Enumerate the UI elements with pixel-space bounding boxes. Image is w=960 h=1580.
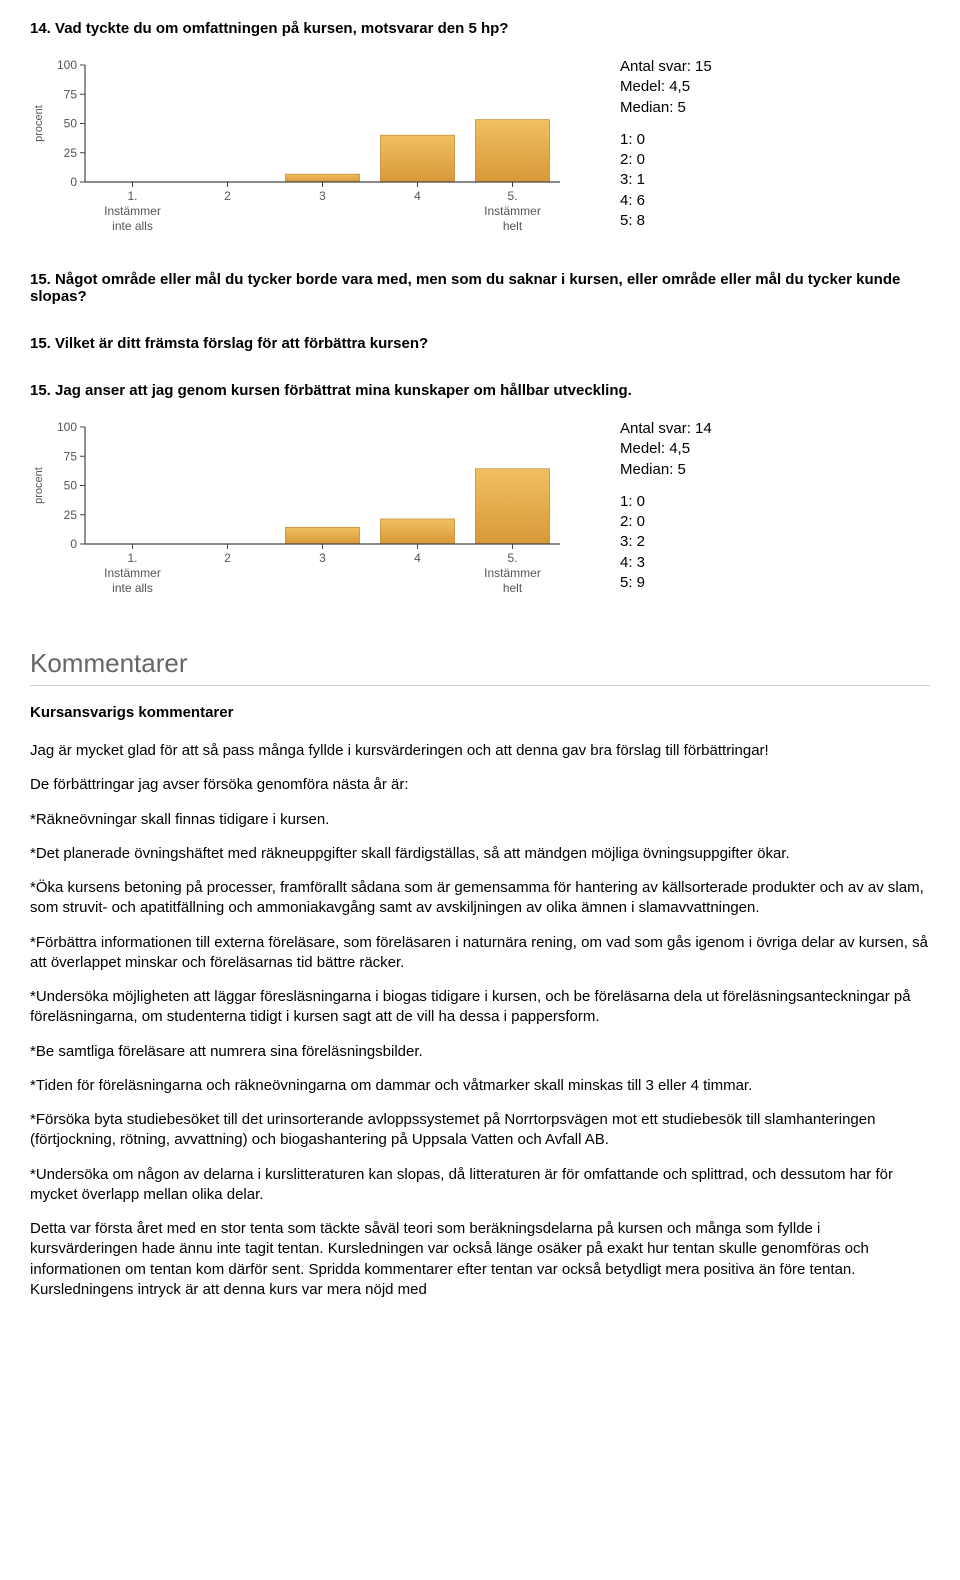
svg-text:0: 0 bbox=[70, 537, 77, 551]
dist-line: 1: 0 bbox=[620, 130, 712, 150]
chart-bar bbox=[380, 519, 454, 544]
svg-text:25: 25 bbox=[64, 146, 78, 160]
comment-paragraph: *Förbättra informationen till externa fö… bbox=[30, 933, 930, 974]
comment-paragraph: Jag är mycket glad för att så pass många… bbox=[30, 741, 930, 761]
comment-paragraph: *Öka kursens betoning på processer, fram… bbox=[30, 878, 930, 919]
svg-text:Instämmer: Instämmer bbox=[484, 204, 541, 218]
svg-text:procent: procent bbox=[33, 467, 45, 504]
svg-text:50: 50 bbox=[64, 479, 78, 493]
dist-line: 5: 8 bbox=[620, 211, 712, 231]
q14-median: Median: 5 bbox=[620, 98, 712, 118]
svg-text:100: 100 bbox=[57, 58, 77, 72]
comment-paragraph: *Undersöka möjligheten att läggar föresl… bbox=[30, 987, 930, 1028]
q15c-title: 15. Jag anser att jag genom kursen förbä… bbox=[30, 382, 930, 399]
chart-bar bbox=[475, 120, 549, 182]
q14-chart: procent02550751001.Instämmerinte alls234… bbox=[30, 57, 570, 241]
question-15a-block: 15. Något område eller mål du tycker bor… bbox=[30, 271, 930, 305]
dist-line: 4: 3 bbox=[620, 553, 712, 573]
comment-paragraph: *Det planerade övningshäftet med räkneup… bbox=[30, 844, 930, 864]
svg-text:inte alls: inte alls bbox=[112, 581, 153, 595]
svg-text:5.: 5. bbox=[507, 189, 517, 203]
chart-bar bbox=[475, 469, 549, 544]
comment-paragraph: *Räkneövningar skall finnas tidigare i k… bbox=[30, 810, 930, 830]
svg-text:procent: procent bbox=[33, 105, 45, 142]
question-14-block: 14. Vad tyckte du om omfattningen på kur… bbox=[30, 20, 930, 241]
q14-medel: Medel: 4,5 bbox=[620, 77, 712, 97]
dist-line: 3: 2 bbox=[620, 532, 712, 552]
q15a-title: 15. Något område eller mål du tycker bor… bbox=[30, 271, 930, 305]
comment-paragraph: *Be samtliga föreläsare att numrera sina… bbox=[30, 1042, 930, 1062]
svg-text:inte alls: inte alls bbox=[112, 219, 153, 233]
svg-text:50: 50 bbox=[64, 117, 78, 131]
svg-text:3: 3 bbox=[319, 189, 326, 203]
question-15b-block: 15. Vilket är ditt främsta förslag för a… bbox=[30, 335, 930, 352]
svg-text:2: 2 bbox=[224, 551, 231, 565]
q14-antal: Antal svar: 15 bbox=[620, 57, 712, 77]
comments-subheading: Kursansvarigs kommentarer bbox=[30, 704, 930, 721]
q15c-median: Median: 5 bbox=[620, 460, 712, 480]
question-15c-block: 15. Jag anser att jag genom kursen förbä… bbox=[30, 382, 930, 603]
q15c-antal: Antal svar: 14 bbox=[620, 419, 712, 439]
comment-paragraph: De förbättringar jag avser försöka genom… bbox=[30, 775, 930, 795]
q15c-chart: procent02550751001.Instämmerinte alls234… bbox=[30, 419, 570, 603]
comments-body: Jag är mycket glad för att så pass många… bbox=[30, 741, 930, 1300]
svg-text:Instämmer: Instämmer bbox=[104, 204, 161, 218]
svg-text:5.: 5. bbox=[507, 551, 517, 565]
q14-chart-row: procent02550751001.Instämmerinte alls234… bbox=[30, 57, 930, 241]
q15c-stats: Antal svar: 14 Medel: 4,5 Median: 5 1: 0… bbox=[620, 419, 712, 593]
q15c-dist: 1: 02: 03: 24: 35: 9 bbox=[620, 492, 712, 593]
q15b-title: 15. Vilket är ditt främsta förslag för a… bbox=[30, 335, 930, 352]
svg-text:25: 25 bbox=[64, 508, 78, 522]
bar-chart-svg: procent02550751001.Instämmerinte alls234… bbox=[30, 419, 570, 599]
svg-text:helt: helt bbox=[503, 219, 523, 233]
svg-text:75: 75 bbox=[64, 87, 78, 101]
comment-paragraph: *Undersöka om någon av delarna i kurslit… bbox=[30, 1165, 930, 1206]
svg-text:1.: 1. bbox=[127, 189, 137, 203]
svg-text:helt: helt bbox=[503, 581, 523, 595]
svg-text:3: 3 bbox=[319, 551, 326, 565]
svg-text:Instämmer: Instämmer bbox=[104, 566, 161, 580]
chart-bar bbox=[380, 135, 454, 182]
comments-heading: Kommentarer bbox=[30, 648, 930, 686]
comment-paragraph: Detta var första året med en stor tenta … bbox=[30, 1219, 930, 1300]
q14-title: 14. Vad tyckte du om omfattningen på kur… bbox=[30, 20, 930, 37]
dist-line: 5: 9 bbox=[620, 573, 712, 593]
chart-bar bbox=[285, 174, 359, 182]
dist-line: 3: 1 bbox=[620, 170, 712, 190]
svg-text:0: 0 bbox=[70, 175, 77, 189]
comment-paragraph: *Försöka byta studiebesöket till det uri… bbox=[30, 1110, 930, 1151]
dist-line: 4: 6 bbox=[620, 191, 712, 211]
chart-bar bbox=[285, 527, 359, 544]
svg-text:1.: 1. bbox=[127, 551, 137, 565]
svg-text:2: 2 bbox=[224, 189, 231, 203]
svg-text:75: 75 bbox=[64, 449, 78, 463]
q15c-medel: Medel: 4,5 bbox=[620, 439, 712, 459]
dist-line: 2: 0 bbox=[620, 150, 712, 170]
q14-stats: Antal svar: 15 Medel: 4,5 Median: 5 1: 0… bbox=[620, 57, 712, 231]
dist-line: 1: 0 bbox=[620, 492, 712, 512]
svg-text:100: 100 bbox=[57, 420, 77, 434]
q15c-chart-row: procent02550751001.Instämmerinte alls234… bbox=[30, 419, 930, 603]
bar-chart-svg: procent02550751001.Instämmerinte alls234… bbox=[30, 57, 570, 237]
svg-text:4: 4 bbox=[414, 189, 421, 203]
comment-paragraph: *Tiden för föreläsningarna och räkneövni… bbox=[30, 1076, 930, 1096]
svg-text:Instämmer: Instämmer bbox=[484, 566, 541, 580]
q14-dist: 1: 02: 03: 14: 65: 8 bbox=[620, 130, 712, 231]
dist-line: 2: 0 bbox=[620, 512, 712, 532]
svg-text:4: 4 bbox=[414, 551, 421, 565]
